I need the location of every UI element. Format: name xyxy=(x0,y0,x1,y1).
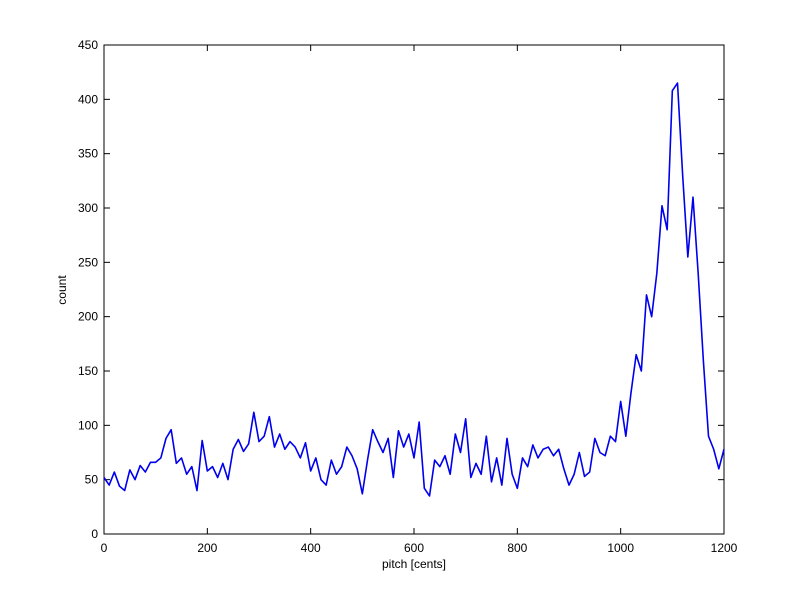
y-tick-label: 250 xyxy=(78,255,98,269)
y-tick-label: 100 xyxy=(78,418,98,432)
x-axis-label: pitch [cents] xyxy=(382,557,446,571)
x-tick-label: 800 xyxy=(507,541,527,555)
x-tick-label: 1200 xyxy=(711,541,738,555)
x-tick-label: 400 xyxy=(301,541,321,555)
y-tick-label: 350 xyxy=(78,147,98,161)
y-tick-label: 300 xyxy=(78,201,98,215)
x-tick-label: 1000 xyxy=(607,541,634,555)
x-tick-label: 200 xyxy=(197,541,217,555)
y-axis-label: count xyxy=(55,275,69,305)
y-tick-label: 50 xyxy=(85,473,99,487)
y-tick-label: 150 xyxy=(78,364,98,378)
x-tick-label: 600 xyxy=(404,541,424,555)
y-tick-label: 200 xyxy=(78,310,98,324)
y-tick-label: 400 xyxy=(78,92,98,106)
y-tick-label: 0 xyxy=(91,527,98,541)
data-line xyxy=(103,82,725,497)
axes-box xyxy=(103,44,725,535)
y-tick-label: 450 xyxy=(78,38,98,52)
x-tick-label: 0 xyxy=(101,541,108,555)
